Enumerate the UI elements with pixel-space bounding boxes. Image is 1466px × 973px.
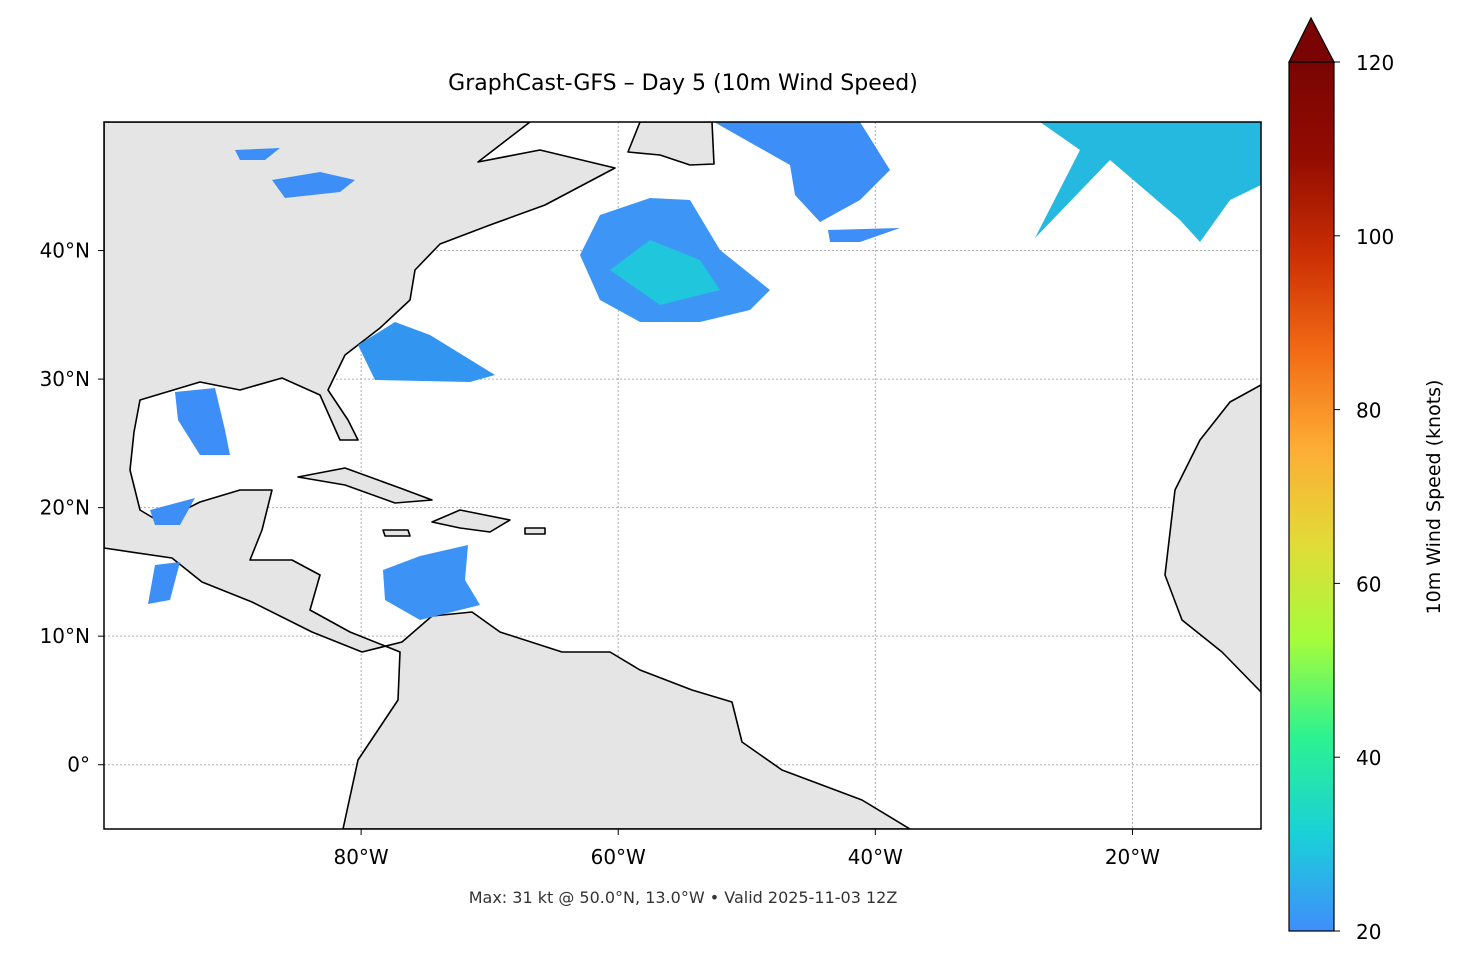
colorbar-tick-label: 80 [1356,399,1381,423]
colorbar-tick-label: 20 [1356,920,1381,944]
colorbar-extend [1288,16,1335,63]
x-tick-label: 40°W [848,845,903,869]
wind-area [383,545,480,620]
wind-area [1035,122,1261,242]
y-tick-label: 10°N [40,624,90,648]
colorbar [1288,61,1335,932]
cuba [297,467,433,504]
jamaica [382,529,411,537]
x-tick-label: 80°W [333,845,388,869]
wind-area [358,322,495,382]
colorbar-tick-label: 60 [1356,572,1381,596]
y-tick-label: 40°N [40,239,90,263]
y-tick-label: 30°N [40,367,90,391]
footnote: Max: 31 kt @ 50.0°N, 13.0°W • Valid 2025… [469,888,898,907]
puerto-rico [524,527,546,535]
y-tick-label: 0° [67,753,90,777]
x-tick-label: 20°W [1105,845,1160,869]
hispaniola [431,509,511,533]
y-tick-label: 20°N [40,496,90,520]
colorbar-tick-label: 40 [1356,746,1381,770]
chart-title: GraphCast-GFS – Day 5 (10m Wind Speed) [448,71,918,96]
x-tick-label: 60°W [591,845,646,869]
axis-ticks: 80°W 60°W 40°W 20°W 0° 10°N 20°N 30°N 40°N [40,239,1161,869]
wind-core [610,240,720,305]
americas [104,122,911,829]
labrador [627,122,715,166]
colorbar-tick-label: 120 [1356,51,1394,75]
colorbar-label: 10m Wind Speed (knots) [1423,380,1445,615]
map [104,122,1261,829]
map-frame [103,121,1262,830]
africa [1164,384,1261,693]
wind-area [714,122,890,222]
colorbar-tick-label: 100 [1356,225,1394,249]
